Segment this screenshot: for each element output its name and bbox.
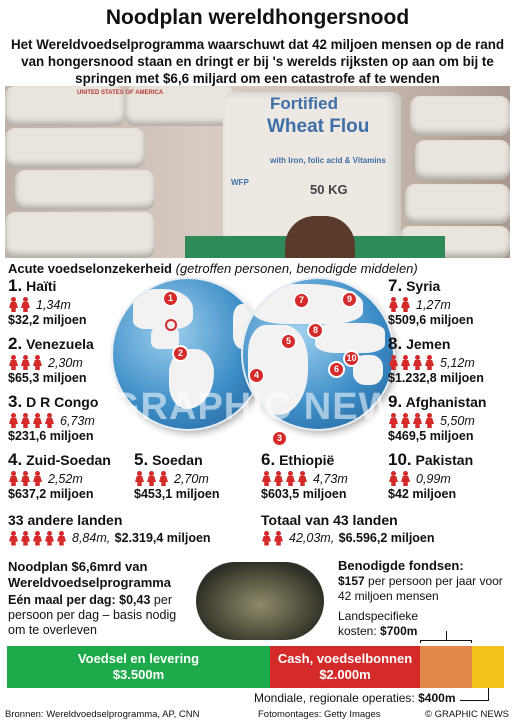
bar-food: Voedsel en levering $3.500m [7,646,270,688]
photo-credit: Fotomontages: Getty Images [258,709,381,720]
country-costs: Landspecifieke kosten: $700m [338,609,419,638]
people-icons [388,355,436,370]
bar-global [472,646,504,688]
people-icons [8,413,56,428]
page-subtitle: Het Wereldvoedselprogramma waarschuwt da… [10,37,505,86]
plan-meal: Eén maal per dag: $0,43 per persoon per … [8,593,177,637]
sack-weight: 50 KG [310,182,348,197]
country-haiti: 1. Haïti 1,34m $32,2 miljoen [8,276,87,327]
country-syria: 7. Syria 1,27m $509,6 miljoen [388,276,474,327]
people-icons [8,297,32,312]
person-head [285,216,355,258]
people-icons [8,530,68,546]
sources: Bronnen: Wereldvoedselprogramma, AP, CNN [5,709,200,720]
copyright: © GRAPHIC NEWS [424,709,509,720]
country-yemen: 8. Jemen 5,12m $1.232,8 miljoen [388,334,484,385]
needs-title: Benodigde fondsen: [338,558,464,573]
country-pakistan: 10. Pakistan 0,99m $42 miljoen [388,450,474,501]
marker-9: 9 [341,291,358,308]
marker-3: 3 [271,430,288,447]
people-icons [388,471,412,486]
sack-text-3: with Iron, folic acid & Vitamins [270,156,386,165]
marker-2: 2 [172,345,189,362]
plan-title: Noodplan $6,6mrd van Wereldvoedselprogra… [8,559,172,590]
food-bowl-photo [196,562,324,640]
marker-6: 6 [328,361,345,378]
people-icons [261,471,309,486]
country-ethiopia: 6. Ethiopië 4,73m $603,5 miljoen [261,450,348,501]
marker-4: 4 [248,367,265,384]
bg-sack-text: UNITED STATES OF AMERICA [77,90,164,96]
country-venezuela: 2. Venezuela 2,30m $65,3 miljoen [8,334,94,385]
country-south-sudan: 4. Zuid-Soedan 2,52m $637,2 miljoen [8,450,111,501]
other-countries: 33 andere landen 8,84m, $2.319,4 miljoen [8,512,211,546]
bar-cash: Cash, voedselbonnen $2.000m [270,646,420,688]
needs-text: $157 per persoon per jaar voor 42 miljoe… [338,574,503,603]
people-icons [8,355,44,370]
country-drcongo: 3. D R Congo 6,73m $231,6 miljoen [8,392,99,443]
wfp-logo: WFP [231,178,249,187]
marker-7: 7 [293,292,310,309]
country-afghanistan: 9. Afghanistan 5,50m $469,5 miljoen [388,392,487,443]
people-icons [8,471,44,486]
marker-1: 1 [162,290,179,307]
bar-country-costs [420,646,472,688]
marker-8: 8 [307,322,324,339]
watermark: GRAPHIC NEWS [110,386,422,428]
total-countries: Totaal van 43 landen 42,03m, $6.596,2 mi… [261,512,435,546]
global-operations: Mondiale, regionale operaties: $400m [254,691,456,705]
marker-10: 10 [343,350,360,367]
marker-5: 5 [280,333,297,350]
page-title: Noodplan wereldhongersnood [105,6,410,29]
country-sudan: 5. Soedan 2,70m $453,1 miljoen [134,450,220,501]
people-icons [134,471,170,486]
wheat-sack-photo: UNITED STATES OF AMERICA Fortified Wheat… [5,86,510,258]
people-icons [388,297,412,312]
people-icons [261,530,285,546]
section-heading: Acute voedselonzekerheid (getroffen pers… [8,261,418,276]
sack-text-2: Wheat Flou [267,116,370,137]
sack-text-1: Fortified [270,94,338,113]
people-icons [388,413,436,428]
